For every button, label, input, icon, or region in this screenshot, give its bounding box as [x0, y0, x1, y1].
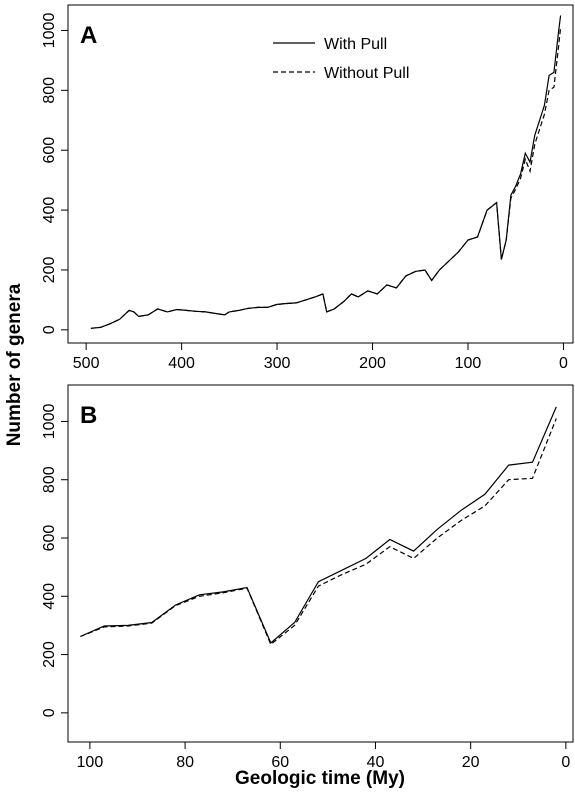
y-tick-label: 0	[41, 325, 58, 334]
y-tick-label: 1000	[41, 13, 58, 49]
y-tick-label: 1000	[41, 404, 58, 440]
x-tick-label: 300	[264, 355, 291, 372]
x-axis-label: Geologic time (My)	[235, 768, 405, 789]
x-tick-label: 400	[168, 355, 195, 372]
y-tick-label: 400	[41, 197, 58, 224]
y-tick-label: 400	[41, 583, 58, 610]
x-tick-label: 80	[176, 754, 194, 771]
y-tick-label: 200	[41, 641, 58, 668]
x-tick-label: 60	[271, 754, 289, 771]
x-tick-label: 100	[455, 355, 482, 372]
x-tick-label: 40	[367, 754, 385, 771]
y-tick-label: 800	[41, 77, 58, 104]
x-tick-label: 500	[73, 355, 100, 372]
plot-frame	[67, 4, 574, 344]
y-tick-label: 200	[41, 257, 58, 284]
x-tick-label: 100	[77, 754, 104, 771]
panel-label: B	[80, 402, 97, 429]
x-tick-label: 20	[462, 754, 480, 771]
legend-label: With Pull	[324, 36, 387, 53]
x-tick-label: 200	[359, 355, 386, 372]
y-tick-label: 600	[41, 525, 58, 552]
legend-label: Without Pull	[324, 65, 409, 82]
y-tick-label: 800	[41, 466, 58, 493]
x-tick-label: 0	[561, 754, 570, 771]
series-line	[80, 406, 557, 644]
y-axis-label: Number of genera	[4, 283, 25, 446]
y-tick-label: 600	[41, 137, 58, 164]
panel-label: A	[80, 22, 97, 49]
plot-frame	[67, 384, 574, 743]
x-tick-label: 0	[559, 355, 568, 372]
series-line	[80, 418, 557, 646]
series-line	[90, 15, 562, 329]
y-tick-label: 0	[41, 708, 58, 717]
